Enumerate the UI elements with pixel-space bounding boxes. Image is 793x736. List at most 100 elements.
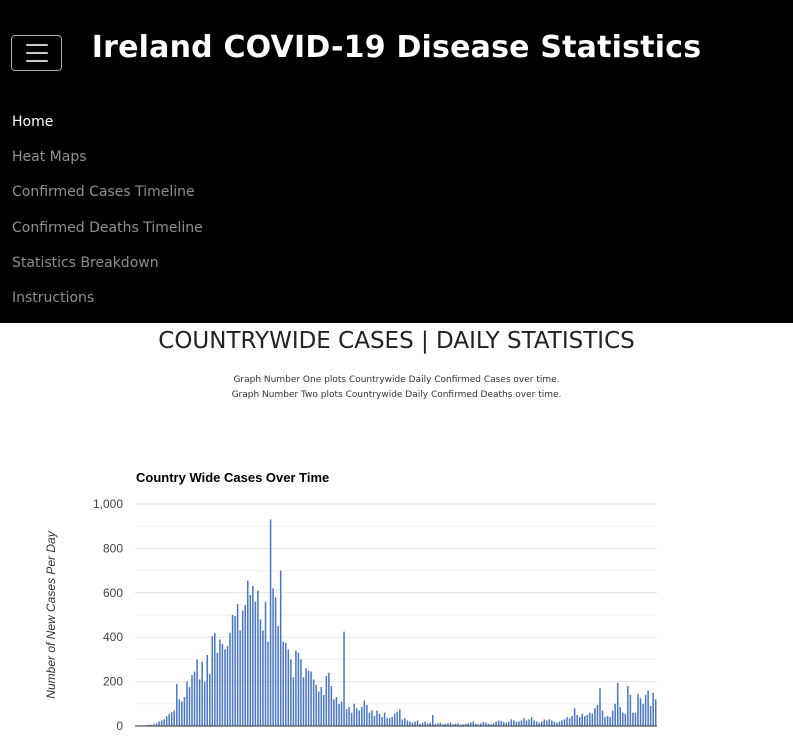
chart-bar bbox=[216, 652, 219, 726]
chart-bar bbox=[198, 679, 201, 726]
chart-bar bbox=[368, 712, 371, 726]
chart-bar bbox=[285, 642, 287, 726]
chart-bar bbox=[538, 722, 540, 726]
chart-bar bbox=[442, 724, 444, 726]
chart-bar bbox=[221, 643, 224, 726]
description-line-2: Graph Number Two plots Countrywide Daily… bbox=[231, 390, 562, 400]
chart-bar bbox=[231, 615, 234, 726]
chart-bar bbox=[523, 718, 525, 726]
chart-bar bbox=[426, 723, 429, 726]
chart-bar bbox=[627, 686, 629, 726]
chart-bar bbox=[485, 722, 487, 726]
chart-bar bbox=[193, 671, 196, 726]
description-line-1: Graph Number One plots Countrywide Daily… bbox=[233, 375, 560, 385]
chart-bar bbox=[277, 626, 279, 726]
chart-bar bbox=[170, 712, 173, 726]
chart-bar bbox=[401, 719, 404, 726]
chart-bar bbox=[596, 704, 599, 726]
chart-bar bbox=[239, 630, 241, 726]
chart-bar bbox=[535, 721, 538, 726]
chart-bar bbox=[637, 693, 639, 726]
nav-link-confirmed-cases-timeline[interactable]: Confirmed Cases Timeline bbox=[12, 184, 195, 201]
chart-bar bbox=[214, 632, 216, 726]
chart-bar bbox=[176, 683, 178, 726]
chart-bar bbox=[518, 721, 520, 726]
chart-bar bbox=[546, 720, 548, 726]
chart-bar bbox=[155, 723, 158, 726]
y-tick-label: 400 bbox=[103, 630, 123, 644]
chart-bar bbox=[639, 698, 642, 726]
menu-bar bbox=[25, 60, 48, 62]
chart-bar bbox=[391, 717, 393, 726]
chart-bar bbox=[211, 636, 214, 726]
chart-bar bbox=[343, 631, 345, 726]
chart-bar bbox=[439, 722, 442, 726]
chart-bar bbox=[317, 691, 320, 726]
nav-link-statistics-breakdown[interactable]: Statistics Breakdown bbox=[12, 254, 159, 271]
chart-bar bbox=[267, 641, 269, 726]
chart-bar bbox=[376, 710, 378, 726]
nav-link-instructions[interactable]: Instructions bbox=[12, 289, 95, 306]
chart-bar bbox=[338, 703, 340, 726]
chart-bar bbox=[381, 717, 383, 726]
chart-bar bbox=[315, 684, 317, 726]
y-tick-label: 200 bbox=[103, 675, 123, 689]
chart-bar bbox=[371, 710, 373, 726]
chart-bar bbox=[487, 723, 490, 726]
nav-link-heat-maps[interactable]: Heat Maps bbox=[12, 149, 87, 166]
chart-bar bbox=[508, 721, 510, 726]
chart-bar bbox=[272, 588, 274, 726]
chart-bar bbox=[325, 676, 328, 726]
chart-bar bbox=[431, 714, 434, 726]
chart-bar bbox=[571, 716, 573, 726]
chart-bar bbox=[297, 652, 300, 726]
chart-bar bbox=[191, 674, 193, 726]
chart-bar bbox=[188, 687, 191, 726]
chart-bar bbox=[236, 603, 239, 726]
chart-bar bbox=[257, 590, 259, 726]
chart-bar bbox=[472, 721, 475, 726]
chart-bar bbox=[150, 724, 153, 726]
chart-bar bbox=[262, 630, 264, 726]
chart-bar bbox=[525, 720, 528, 726]
chart-bar bbox=[348, 707, 350, 726]
y-axis-label: Number of New Cases Per Day bbox=[44, 530, 58, 698]
chart-bar bbox=[464, 723, 467, 726]
chart-bar bbox=[399, 709, 401, 726]
chart-bar bbox=[269, 519, 272, 726]
chart-bar bbox=[274, 597, 277, 726]
chart-bar bbox=[373, 716, 376, 726]
nav-link-confirmed-deaths-timeline[interactable]: Confirmed Deaths Timeline bbox=[12, 219, 203, 236]
chart-bar bbox=[244, 605, 246, 726]
chart-bar bbox=[163, 719, 165, 726]
chart-bar bbox=[249, 595, 252, 726]
chart-bar bbox=[558, 721, 561, 726]
chart-bar bbox=[515, 722, 518, 726]
y-tick-label: 600 bbox=[103, 586, 123, 600]
chart-bar bbox=[361, 707, 363, 726]
chart-bar bbox=[462, 724, 464, 726]
chart-bar bbox=[378, 713, 381, 726]
menu-bar bbox=[25, 44, 48, 46]
chart-bar bbox=[340, 701, 343, 726]
chart-bar bbox=[459, 724, 462, 726]
site-title[interactable]: Ireland COVID-19 Disease Statistics bbox=[91, 30, 702, 65]
chart-title: Country Wide Cases Over Time bbox=[136, 470, 329, 485]
chart-bar bbox=[444, 723, 447, 726]
chart-bar bbox=[290, 659, 292, 726]
chart-bar bbox=[573, 708, 576, 726]
chart-bar bbox=[355, 708, 358, 726]
page-heading: COUNTRYWIDE CASES | DAILY STATISTICS bbox=[158, 328, 635, 354]
hamburger-menu-icon[interactable] bbox=[11, 35, 62, 71]
chart-bar bbox=[599, 688, 601, 726]
chart-bar bbox=[224, 649, 226, 726]
chart-bar bbox=[173, 710, 176, 726]
chart-bar bbox=[307, 670, 310, 726]
chart-bar bbox=[540, 721, 543, 726]
chart-bar bbox=[629, 694, 632, 726]
chart-bar bbox=[252, 586, 254, 726]
nav-link-home[interactable]: Home bbox=[12, 114, 54, 130]
chart-bar bbox=[467, 723, 469, 726]
chart-bar bbox=[477, 724, 480, 726]
chart-bar bbox=[196, 659, 198, 726]
